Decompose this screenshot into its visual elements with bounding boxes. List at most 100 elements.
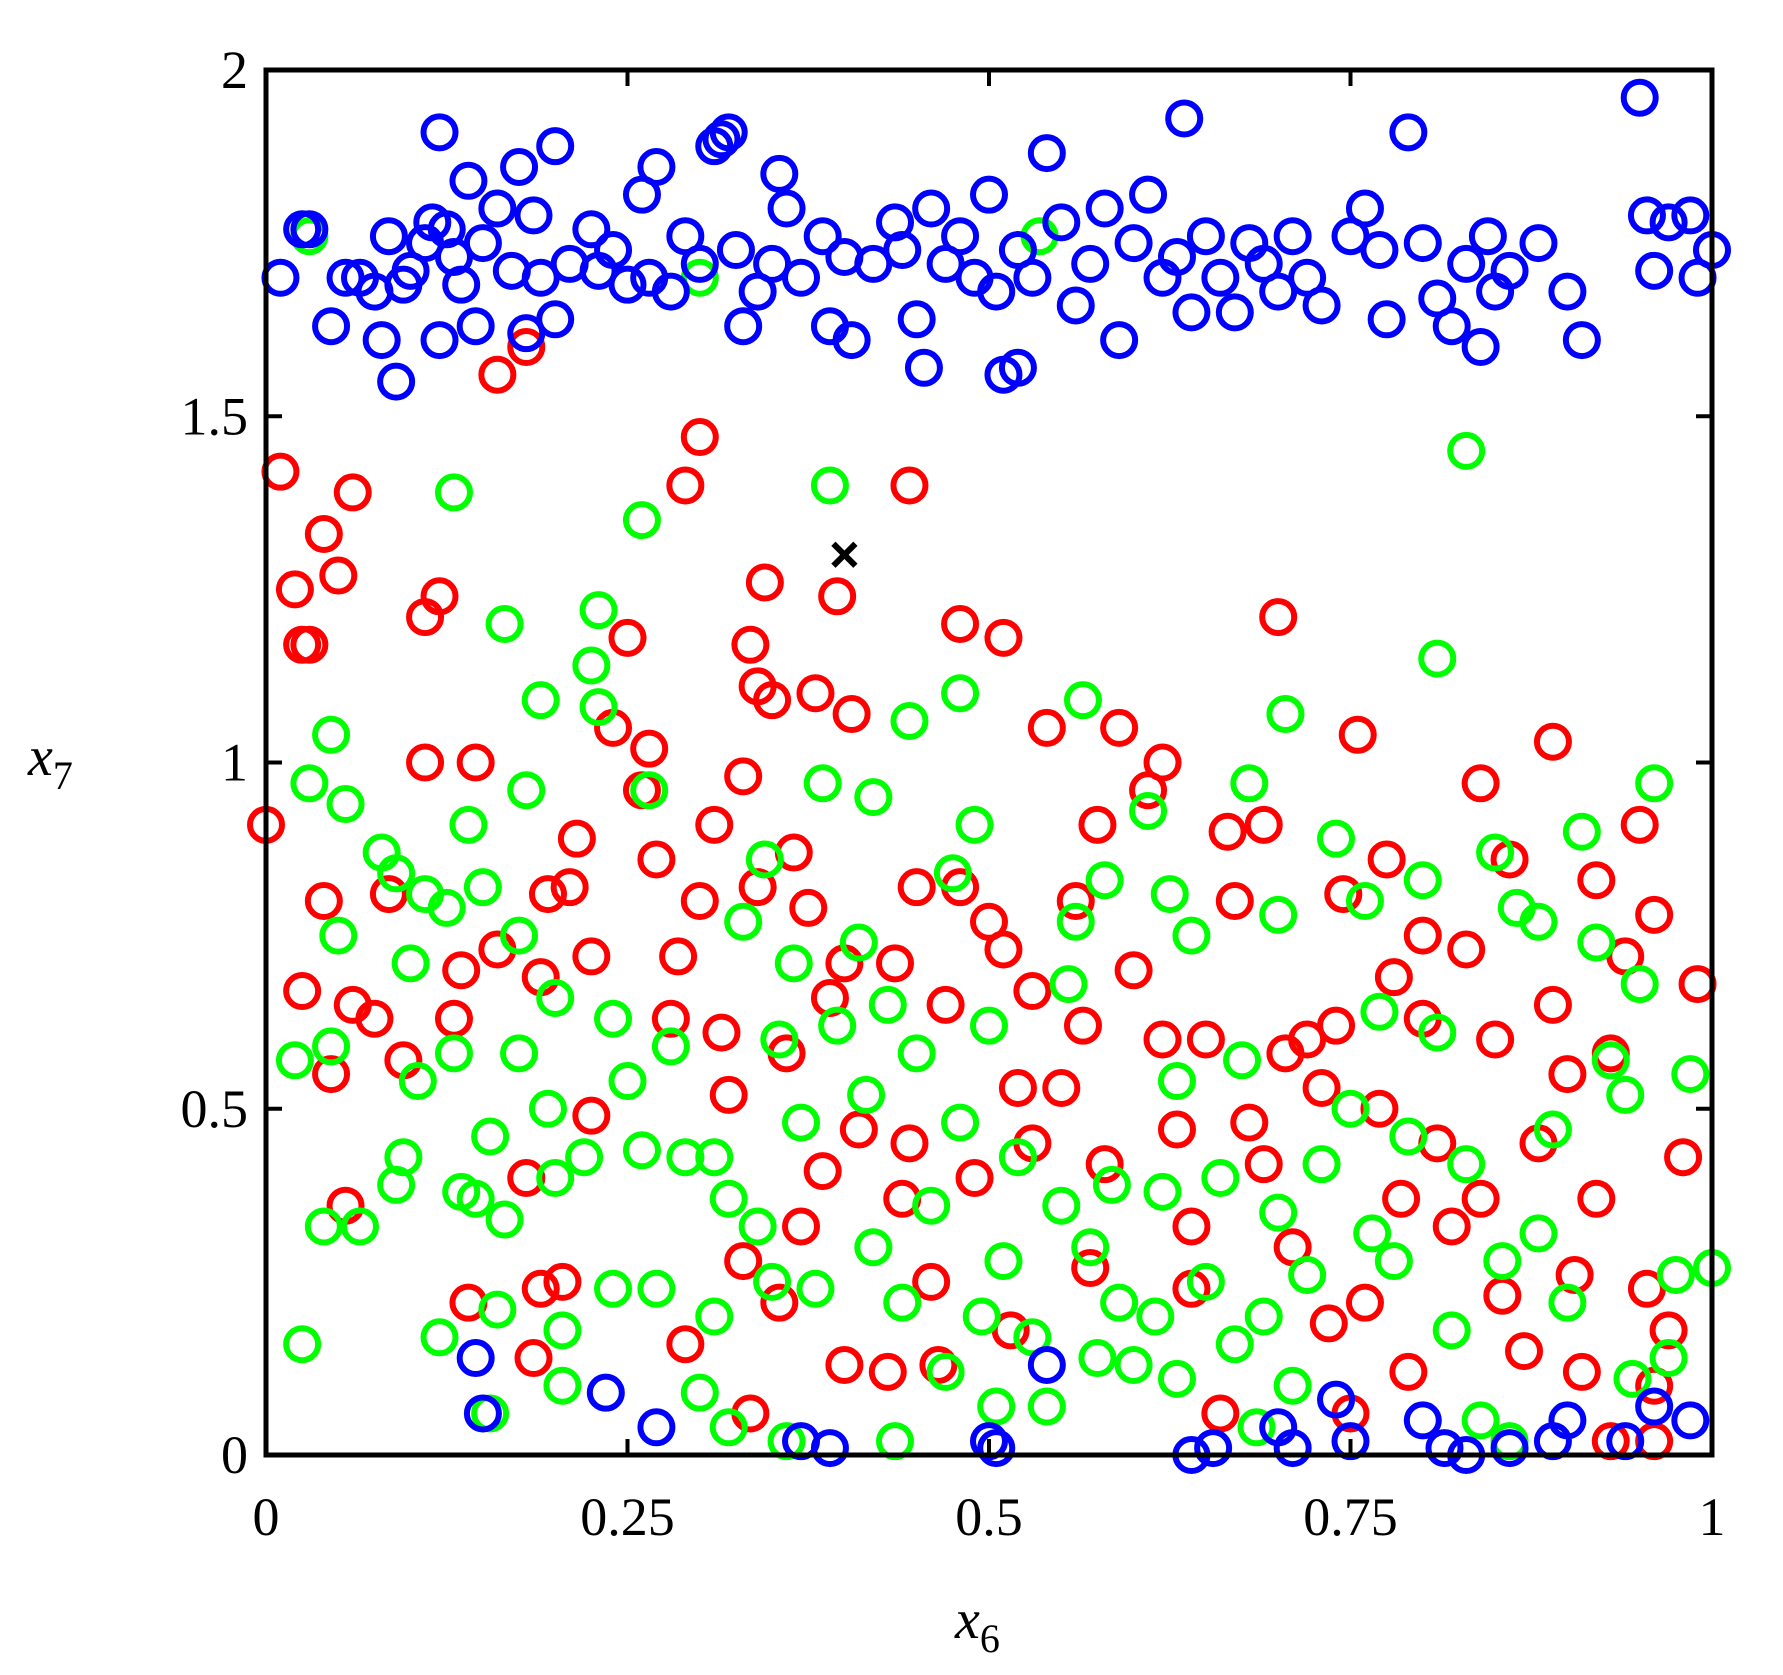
data-point (796, 674, 835, 713)
data-point (1591, 1041, 1630, 1080)
data-point (275, 1041, 314, 1080)
data-point (1201, 258, 1240, 297)
data-point (398, 1062, 437, 1101)
data-point (463, 868, 502, 907)
query-point-x-marker (831, 541, 858, 568)
data-point (434, 473, 473, 512)
data-point (1505, 1332, 1544, 1371)
data-point (1129, 791, 1168, 830)
data-point (420, 577, 459, 616)
data-point (695, 805, 734, 844)
data-point (912, 189, 951, 228)
data-point (1027, 1387, 1066, 1426)
data-point (1056, 286, 1095, 325)
data-point (1374, 1242, 1413, 1281)
y-tick-label: 2 (221, 40, 248, 100)
data-point (782, 1207, 821, 1246)
data-point (1085, 189, 1124, 228)
data-point (312, 307, 351, 346)
data-point (955, 805, 994, 844)
data-point (1345, 189, 1384, 228)
data-point (1150, 875, 1189, 914)
data-point (463, 224, 502, 263)
data-point (594, 999, 633, 1038)
data-point (507, 328, 546, 366)
data-point (731, 625, 770, 664)
data-point (1071, 1249, 1110, 1288)
data-point (680, 244, 719, 283)
data-point (1562, 321, 1601, 360)
plot-marks (247, 78, 1731, 1474)
data-point (702, 120, 741, 159)
data-point (478, 355, 517, 394)
data-point (1476, 833, 1515, 872)
data-point (1649, 1311, 1688, 1350)
data-point (1215, 1325, 1254, 1364)
data-point (442, 265, 481, 304)
data-point (753, 1262, 792, 1301)
data-point (1613, 1359, 1652, 1398)
data-point (420, 1318, 459, 1357)
data-point (536, 1159, 575, 1197)
data-point (1013, 972, 1052, 1011)
data-point (912, 1262, 951, 1301)
data-point (941, 674, 980, 713)
data-point (1483, 1276, 1522, 1315)
data-point (818, 1006, 857, 1045)
data-point (803, 1152, 842, 1191)
data-point (456, 1339, 495, 1378)
data-point (709, 113, 748, 152)
data-point (1461, 1179, 1500, 1218)
data-point (572, 646, 611, 685)
data-point (890, 1124, 929, 1163)
data-point (1302, 286, 1341, 325)
data-point (1027, 134, 1066, 173)
data-point (275, 570, 314, 609)
data-point (1302, 1068, 1341, 1107)
data-point (1013, 258, 1052, 297)
data-point (984, 618, 1023, 657)
data-point (261, 258, 300, 297)
data-point (659, 937, 698, 976)
data-point (1403, 861, 1442, 900)
data-point (1172, 916, 1211, 955)
data-point (760, 1283, 799, 1322)
data-point (1562, 812, 1601, 851)
data-point (391, 944, 430, 983)
data-point (818, 577, 857, 616)
data-point (1085, 1145, 1124, 1184)
data-point (760, 154, 799, 193)
data-point (608, 618, 647, 657)
data-point (1092, 1165, 1131, 1204)
data-point (1042, 203, 1081, 242)
data-point (456, 307, 495, 346)
data-point (926, 985, 965, 1024)
data-point (579, 591, 618, 630)
data-point (1548, 272, 1587, 311)
data-point (304, 1207, 343, 1246)
data-point (1490, 1429, 1529, 1468)
data-point (803, 764, 842, 803)
data-point (543, 1262, 582, 1301)
data-point (290, 625, 329, 664)
data-point (1273, 1366, 1312, 1405)
data-point (890, 701, 929, 740)
data-point (1461, 328, 1500, 366)
data-point (312, 1027, 351, 1066)
data-point (1223, 1041, 1262, 1080)
data-point (876, 944, 915, 983)
data-point (1172, 1207, 1211, 1246)
data-point (1078, 805, 1117, 844)
data-point (1056, 902, 1095, 941)
data-point (1215, 882, 1254, 920)
y-tick-label: 0.5 (181, 1079, 249, 1139)
data-point (724, 307, 763, 346)
data-point (312, 1055, 351, 1094)
x-marker-stroke (831, 541, 858, 568)
data-point (1157, 1110, 1196, 1149)
data-point (1071, 244, 1110, 283)
data-point (883, 1283, 922, 1322)
data-point (1259, 1193, 1298, 1232)
data-point (622, 1131, 661, 1170)
data-point (608, 1062, 647, 1101)
